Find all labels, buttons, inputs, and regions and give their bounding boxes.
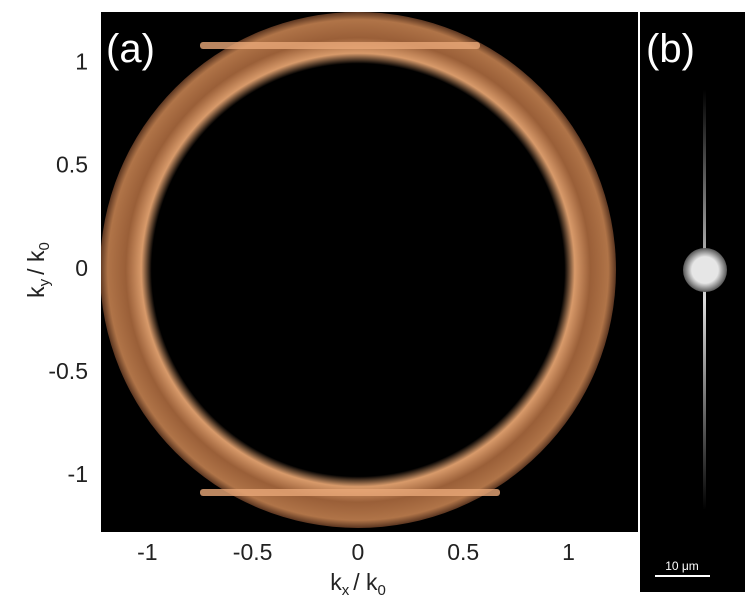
label-sub: y [36, 278, 53, 286]
label-part: / k [23, 250, 49, 275]
y-axis-label: ky / k0 [23, 242, 53, 298]
fiber [703, 90, 706, 510]
panel-label: (a) [106, 27, 155, 71]
image-background [640, 12, 745, 592]
x-tick-label: -1 [137, 539, 157, 565]
label-sub: 0 [377, 582, 385, 599]
y-tick-label: -1 [68, 461, 88, 487]
x-tick-label: 0 [352, 539, 365, 565]
label-sub: 0 [36, 242, 53, 250]
ring-image [101, 12, 616, 528]
x-tick-label: 1 [562, 539, 575, 565]
panel-a: (a) kx / k0 ky/ k0 [23, 12, 638, 599]
x-axis-label: kx / k0 [330, 569, 386, 599]
spot [683, 248, 727, 292]
y-tick-label: 0 [75, 255, 88, 281]
label-sub: x [342, 582, 350, 599]
label-part: / k [353, 569, 378, 595]
scale-bar-label: 10 μm [665, 559, 699, 573]
y-tick-label: 1 [75, 49, 88, 75]
x-tick-label: 0.5 [447, 539, 479, 565]
label-part: k [23, 286, 49, 298]
x-tick-label: -0.5 [233, 539, 273, 565]
label-part: k [330, 569, 342, 595]
y-tick-label: 0.5 [56, 152, 88, 178]
scale-bar [655, 575, 710, 577]
y-tick-label: -0.5 [48, 358, 88, 384]
streak [200, 42, 480, 49]
ring-inner [152, 64, 564, 476]
panel-b: (b) 10 μm [640, 12, 745, 592]
panel-label: (b) [646, 27, 695, 71]
streak [200, 489, 500, 496]
